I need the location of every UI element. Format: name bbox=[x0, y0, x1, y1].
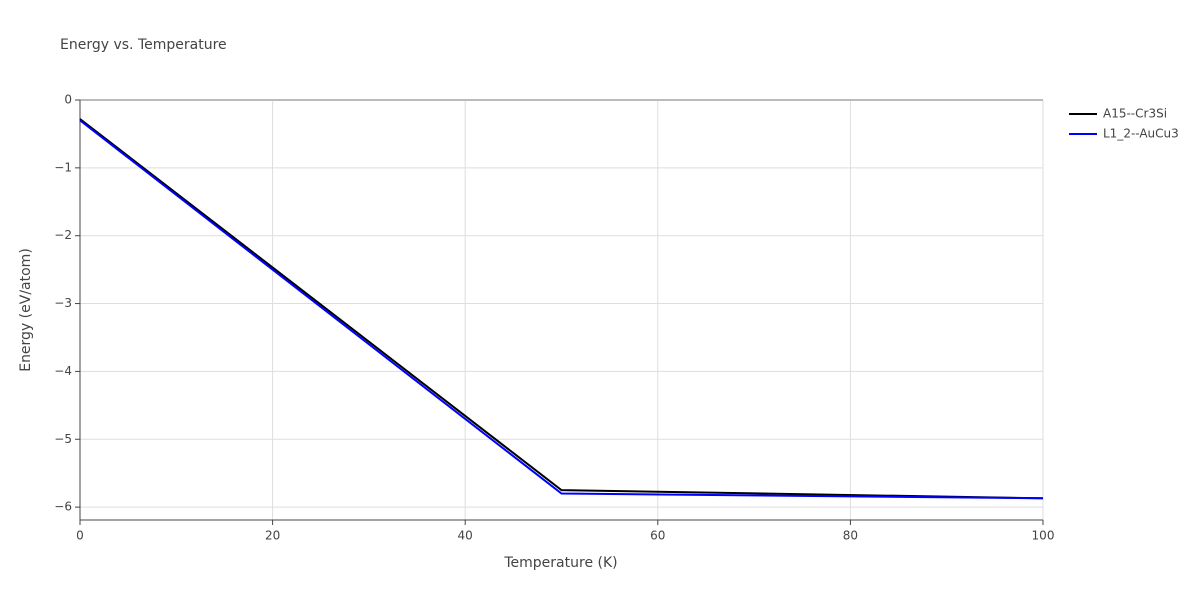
series-line bbox=[79, 118, 1044, 500]
chart-title: Energy vs. Temperature bbox=[60, 37, 227, 53]
series-line bbox=[79, 119, 1044, 500]
x-tick-label: 60 bbox=[650, 529, 665, 543]
y-axis-label: Energy (eV/atom) bbox=[18, 248, 34, 372]
y-tick-label: −1 bbox=[54, 160, 72, 174]
y-tick-label: −5 bbox=[54, 432, 72, 446]
y-tick-label: −2 bbox=[54, 228, 72, 242]
y-tick-label: 0 bbox=[64, 93, 72, 107]
x-tick-label: 80 bbox=[843, 529, 858, 543]
x-tick-label: 100 bbox=[1032, 529, 1055, 543]
y-tick-label: −3 bbox=[54, 296, 72, 310]
legend-label: A15--Cr3Si bbox=[1103, 107, 1167, 121]
x-tick-label: 20 bbox=[265, 529, 280, 543]
x-tick-label: 40 bbox=[458, 529, 473, 543]
legend-label: L1_2--AuCu3 bbox=[1103, 127, 1179, 141]
x-axis-label: Temperature (K) bbox=[503, 555, 617, 571]
y-tick-label: −4 bbox=[54, 364, 72, 378]
y-tick-label: −6 bbox=[54, 500, 72, 514]
x-tick-label: 0 bbox=[76, 529, 84, 543]
